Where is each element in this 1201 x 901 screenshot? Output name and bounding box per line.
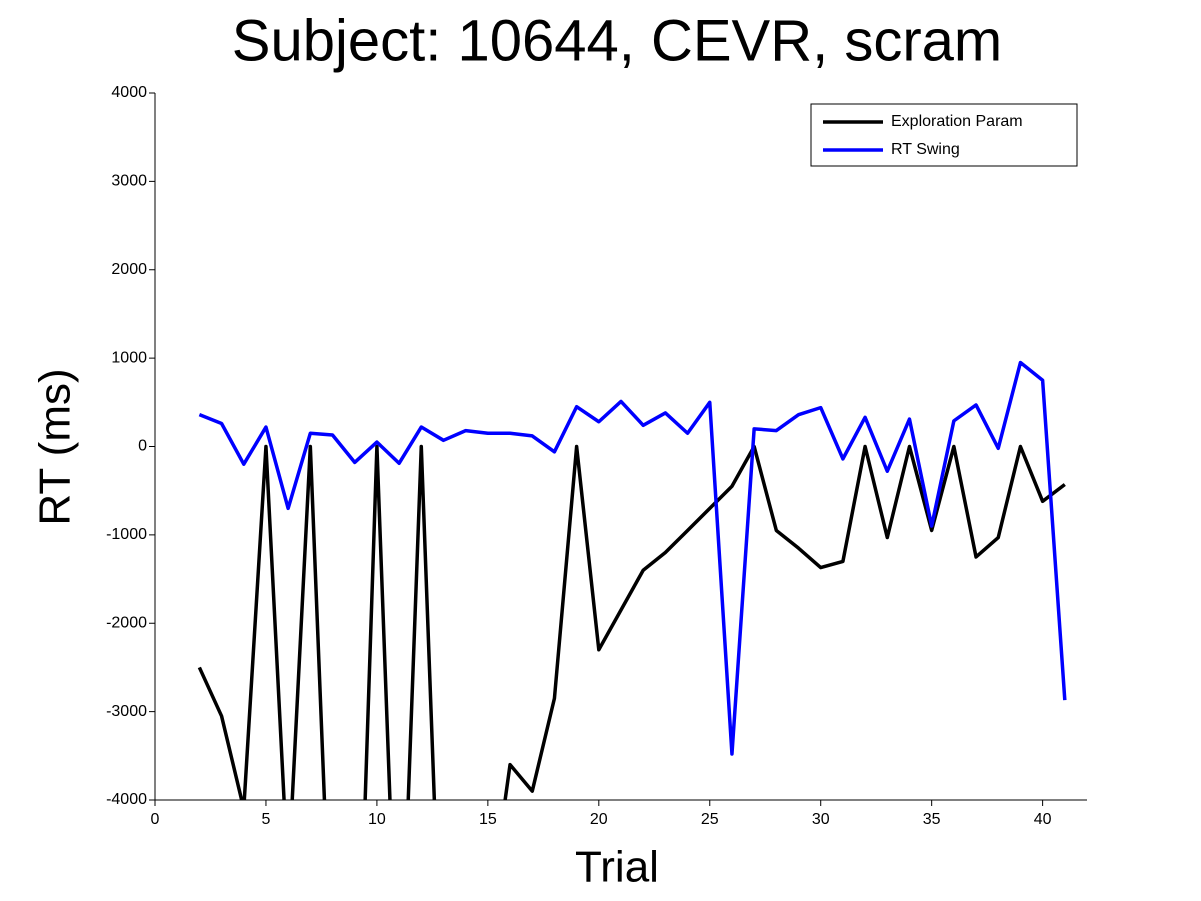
y-tick-label: -3000 [106,703,147,720]
chart-title: Subject: 10644, CEVR, scram [232,8,1002,73]
x-tick-label: 35 [923,811,941,828]
data-line [197,444,1066,800]
x-axis-label: Trial [575,843,659,892]
y-tick-label: 4000 [111,84,147,101]
x-tick-label: 40 [1034,811,1052,828]
legend-label: RT Swing [891,141,960,158]
y-tick-label: -1000 [106,526,147,543]
plot-area [197,360,1067,800]
legend-box [810,103,1078,167]
x-tick-label: 25 [701,811,719,828]
y-axis-label: RT (ms) [31,368,80,525]
data-line [198,360,1067,756]
y-tick-label: -4000 [106,791,147,808]
x-tick-label: 30 [812,811,830,828]
legend-label: Exploration Param [891,113,1023,130]
y-tick-label: 0 [138,438,147,455]
x-tick-label: 15 [479,811,497,828]
x-tick-label: 5 [261,811,270,828]
y-tick-label: 1000 [111,349,147,366]
x-tick-label: 0 [151,811,160,828]
x-tick-label: 10 [368,811,386,828]
y-tick-label: 3000 [111,173,147,190]
y-tick-label: -2000 [106,614,147,631]
x-tick-label: 20 [590,811,608,828]
y-tick-label: 2000 [111,261,147,278]
